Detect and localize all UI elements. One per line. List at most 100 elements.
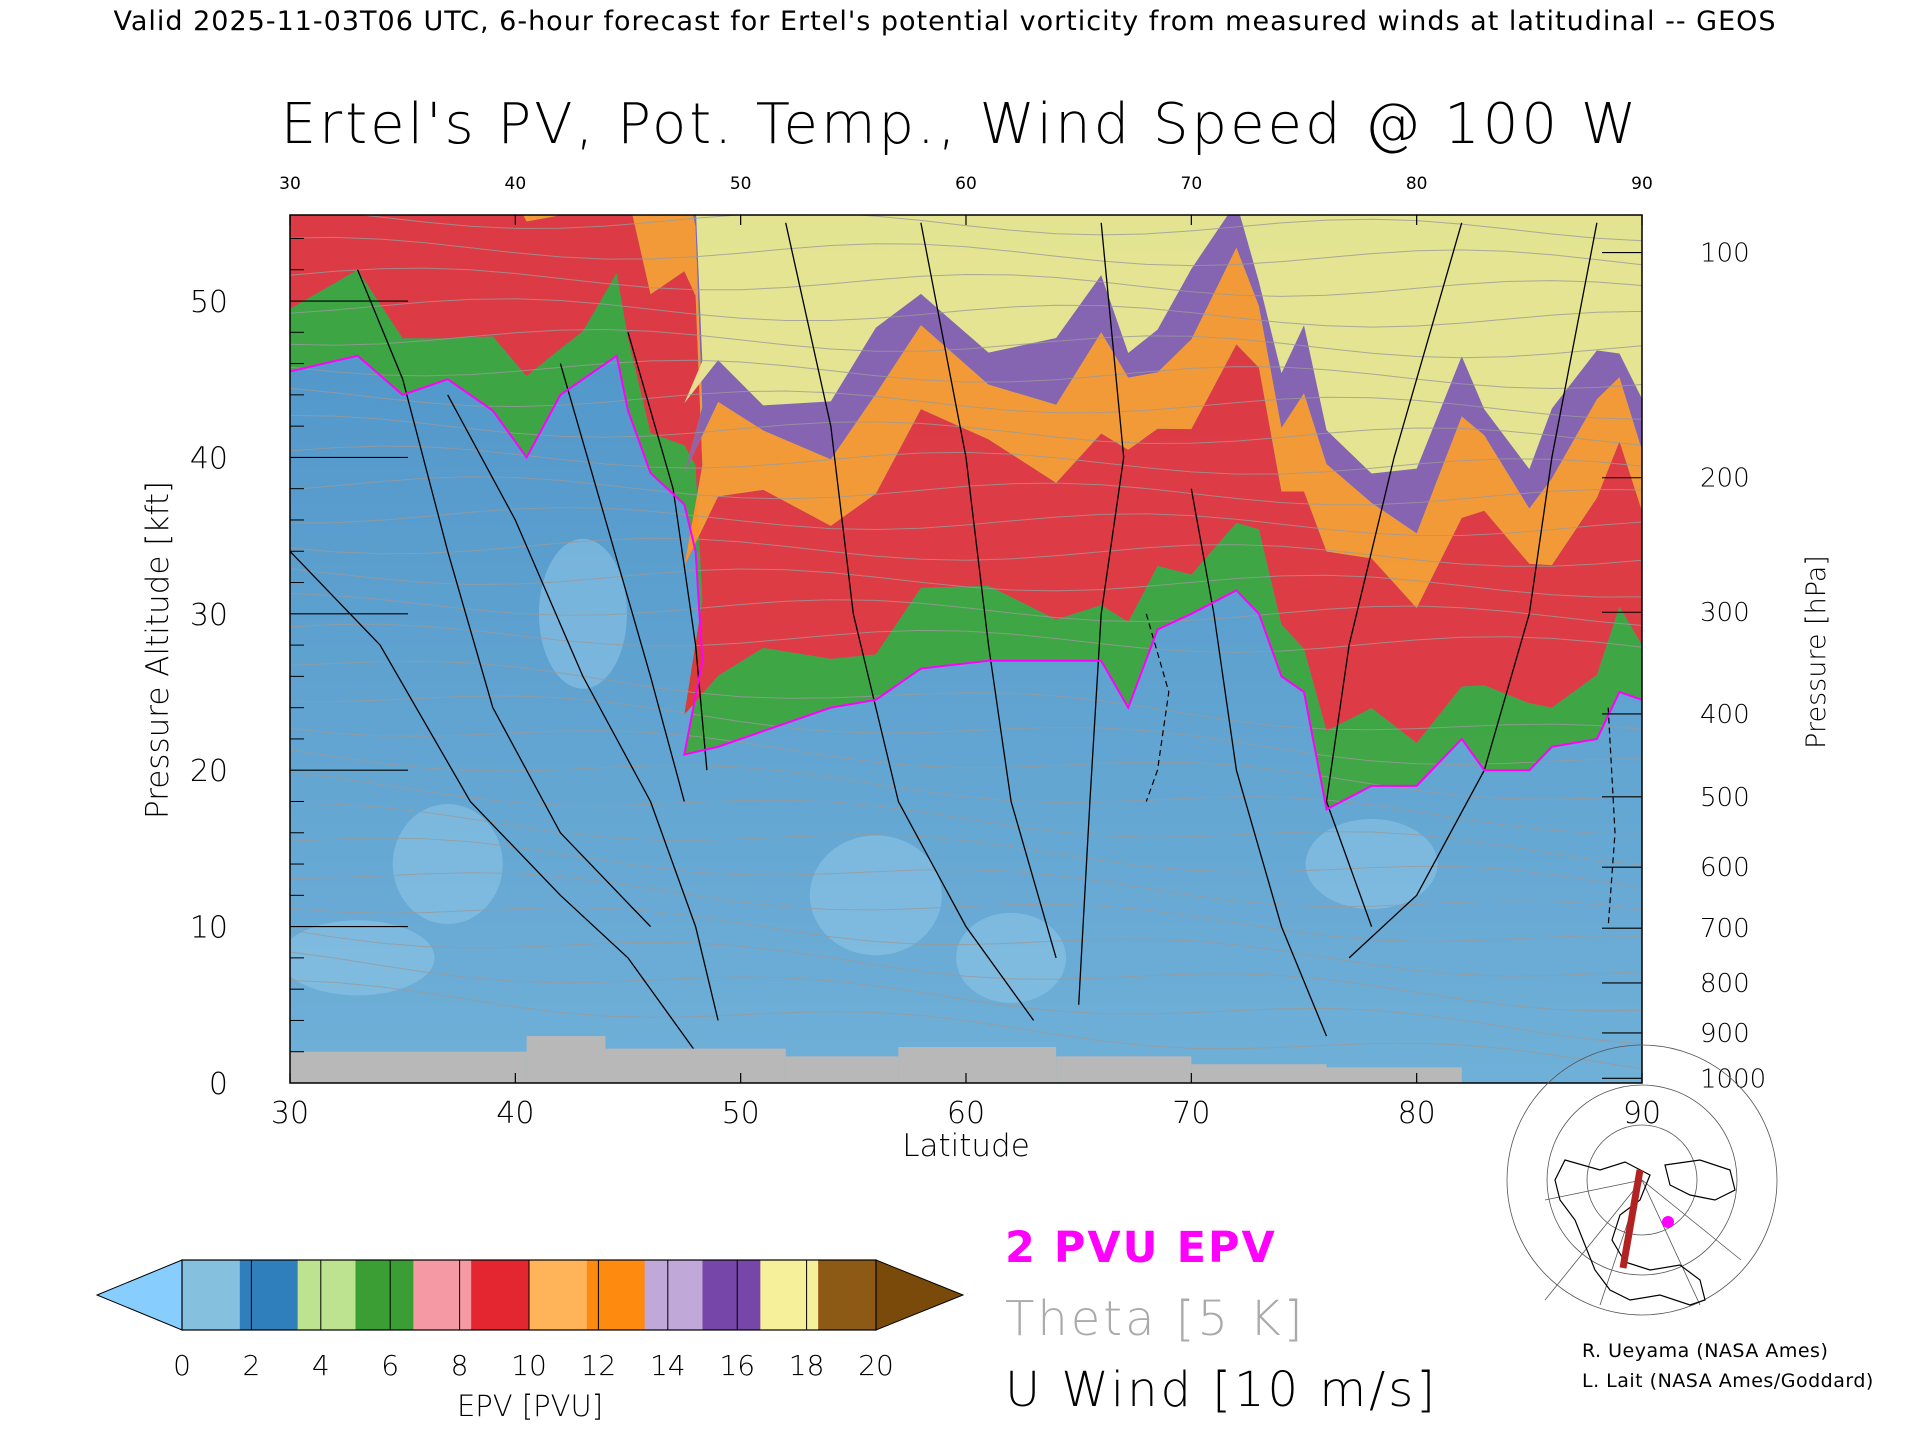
theta-line-22	[290, 328, 1642, 359]
x-tick-label-70: 70	[1172, 1096, 1210, 1131]
inset-map-greenland	[1664, 1159, 1736, 1201]
colorbar-segment-7	[586, 1260, 646, 1330]
theta-line-3	[290, 906, 1642, 977]
x-top-tick-label-30: 30	[279, 174, 301, 194]
inset-map-marker	[1662, 1216, 1674, 1228]
wind-contour-7	[1078, 222, 1125, 1005]
terrain-step-2	[605, 1048, 786, 1083]
colorbar-segment-5	[471, 1260, 530, 1330]
theta-line-5	[290, 837, 1642, 910]
y-axis-left: 0 10 20 30 40 50	[190, 237, 408, 1102]
x-top-tick-label-80: 80	[1406, 174, 1428, 194]
terrain-step-1	[526, 1036, 606, 1083]
light-patch-3	[809, 835, 942, 956]
x-axis: 30 40 50 60 70 80 90 30 40 50 60 70 80 90	[271, 174, 1661, 1131]
legend: 2 PVU EPV Theta [5 K] U Wind [10 m/s]	[1005, 1223, 1435, 1418]
y2-axis-label: Pressure [hPa]	[1801, 555, 1832, 749]
theta-line-18	[290, 445, 1642, 475]
wind-contour-0	[290, 550, 697, 1053]
y-tick-label-40: 40	[190, 441, 228, 476]
colorbar-tick-12: 12	[581, 1349, 617, 1382]
colorbar-under-arrow	[95, 1259, 183, 1331]
x-tick-label-60: 60	[947, 1096, 985, 1131]
theta-line-24	[290, 267, 1642, 297]
light-patch-1	[392, 804, 503, 925]
y-tick-label-20: 20	[190, 754, 228, 789]
wind-contour-5	[785, 222, 1035, 1021]
terrain-step-3	[785, 1056, 899, 1083]
legend-theta-label: Theta [5 K]	[1005, 1291, 1306, 1347]
x-axis-label: Latitude	[902, 1128, 1030, 1164]
pressure-tick-label-800: 800	[1700, 969, 1750, 999]
theta-line-10	[290, 695, 1642, 766]
x-tick-label-30: 30	[271, 1096, 309, 1131]
band-green-band	[290, 269, 1642, 810]
colorbar-tick-8: 8	[451, 1349, 469, 1382]
theta-line-17	[290, 476, 1642, 506]
colorbar-segment-0	[182, 1260, 241, 1330]
band-orange-band	[523, 215, 1642, 608]
wind-contour-8	[1190, 488, 1328, 1037]
colorbar-over-arrow	[875, 1259, 965, 1331]
theta-line-12	[290, 623, 1642, 653]
colorbar-tick-2: 2	[242, 1349, 260, 1382]
wind-contour-3	[559, 363, 685, 802]
colorbar-segment-10	[760, 1260, 819, 1330]
terrain-step-0	[290, 1051, 527, 1083]
y-tick-label-10: 10	[190, 911, 228, 946]
cross-section-plot: 30 40 50 60 70 80 90 30 40 50 60 70 80 90 0 10 20 30 40 50…	[190, 174, 1766, 1131]
y-tick-label-0: 0	[209, 1067, 228, 1102]
valid-time-header: Valid 2025-11-03T06 UTC, 6-hour forecast…	[113, 6, 1776, 37]
x-top-tick-label-50: 50	[730, 174, 752, 194]
theta-line-14	[290, 568, 1642, 598]
x-tick-label-90: 90	[1623, 1096, 1661, 1131]
colorbar-segment-1	[239, 1260, 299, 1330]
tropopause-2pvu-line	[290, 354, 1642, 811]
epv-colorbar: 0 2 4 6 8 10 12 14 16 18 20	[95, 1259, 965, 1382]
x-tick-label-50: 50	[722, 1096, 760, 1131]
x-tick-label-40: 40	[496, 1096, 534, 1131]
theta-line-6	[290, 802, 1642, 889]
colorbar-segment-4	[413, 1260, 472, 1330]
theta-line-9	[290, 727, 1642, 800]
inset-map-background	[1545, 1155, 1741, 1305]
theta-line-25	[290, 236, 1642, 267]
wind-contour-6	[920, 222, 1057, 959]
band-top	[290, 215, 1642, 474]
theta-line-15	[290, 537, 1642, 567]
band-purple-band	[684, 215, 1642, 534]
theta-line-20	[290, 387, 1642, 420]
y-tick-label-50: 50	[190, 285, 228, 320]
colorbar-segment-9	[702, 1260, 761, 1330]
theta-line-13	[290, 593, 1642, 626]
pressure-tick-label-400: 400	[1700, 700, 1750, 730]
pressure-tick-label-300: 300	[1700, 598, 1750, 628]
y-axis-right-pressure: 100 200 300 400 500 600 700 800 900 1000	[1602, 239, 1766, 1094]
light-patch-5	[1305, 819, 1438, 910]
terrain-step-6	[1191, 1064, 1327, 1083]
light-patch-2	[538, 538, 627, 689]
theta-line-23	[290, 298, 1642, 328]
credit-line-1: R. Ueyama (NASA Ames)	[1582, 1340, 1828, 1362]
wind-contour-neg-0	[1145, 613, 1170, 802]
theta-line-0	[290, 979, 1642, 1070]
x-top-tick-label-60: 60	[955, 174, 977, 194]
pressure-tick-label-1000: 1000	[1700, 1064, 1766, 1094]
wind-contour-9	[1325, 222, 1463, 927]
wind-contour-2	[447, 394, 719, 1021]
x-top-tick-label-70: 70	[1181, 174, 1203, 194]
theta-line-16	[290, 506, 1642, 536]
theta-line-11	[290, 660, 1642, 731]
colorbar-tick-6: 6	[381, 1349, 399, 1382]
colorbar-tick-18: 18	[789, 1349, 825, 1382]
colorbar-segment-6	[529, 1260, 588, 1330]
theta-line-2	[290, 929, 1642, 1012]
pressure-tick-label-100: 100	[1700, 239, 1750, 269]
y-axis-label: Pressure Altitude [kft]	[140, 481, 176, 819]
y-tick-label-30: 30	[190, 598, 228, 633]
wind-contours	[290, 222, 1616, 1053]
light-patch-0	[290, 920, 435, 996]
terrain-step-4	[898, 1047, 1057, 1083]
inset-map-track	[1619, 1169, 1644, 1269]
